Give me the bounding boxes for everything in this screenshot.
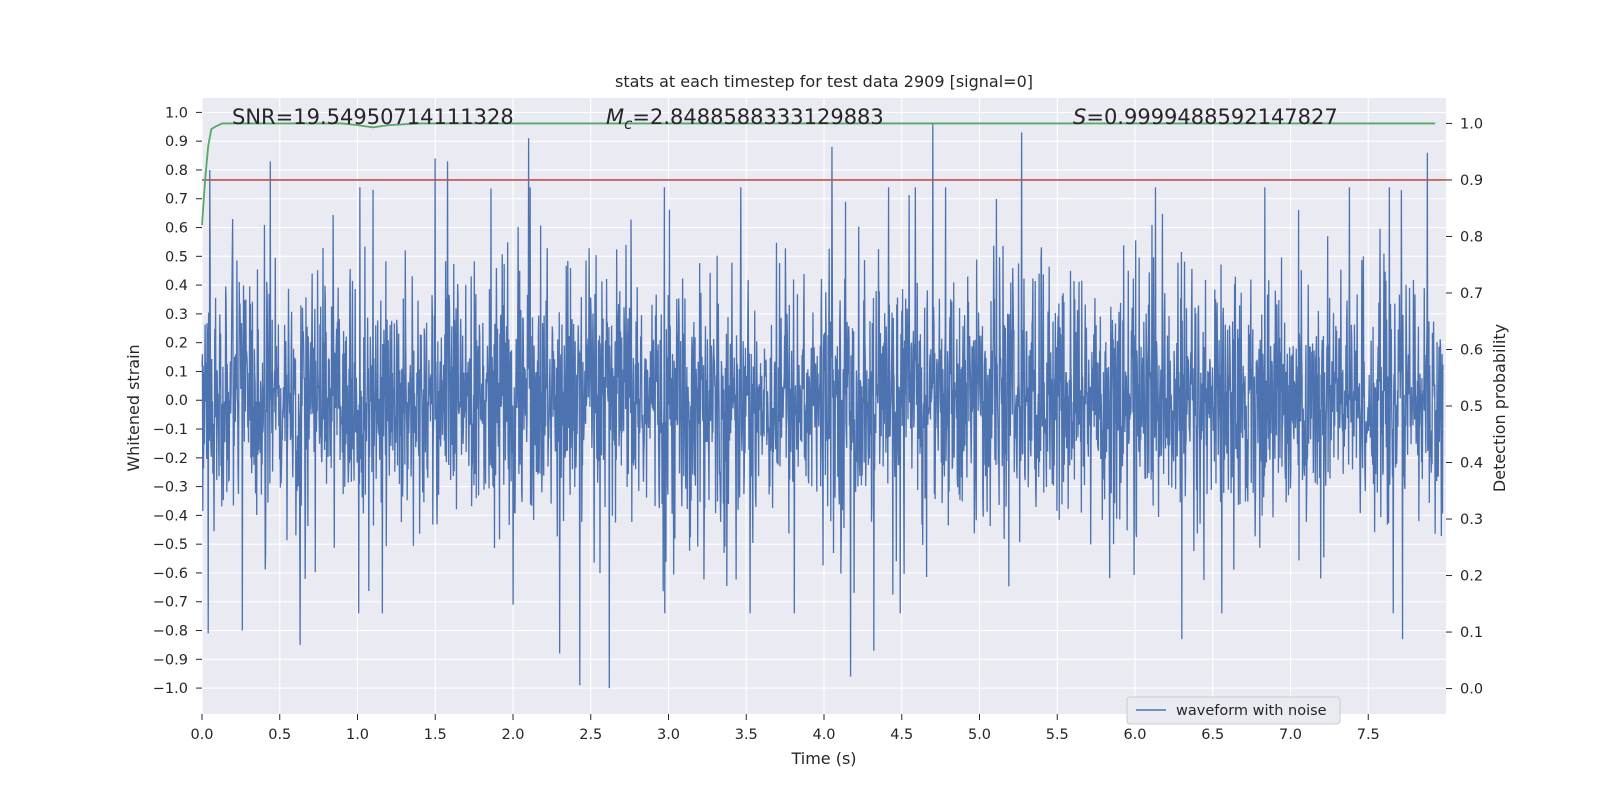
x-tick-label: 6.0 [1123, 727, 1146, 743]
y-left-tick-label: 0.9 [165, 134, 188, 150]
s-value: =0.9999488592147827 [1086, 105, 1337, 129]
y-left-axis-label: Whitened strain [124, 344, 143, 471]
y-left-tick-label: −0.6 [153, 566, 188, 582]
y-right-tick-label: 0.8 [1460, 229, 1483, 245]
y-right-tick-label: 0.1 [1460, 625, 1483, 641]
y-left-tick-label: −0.5 [153, 537, 188, 553]
mc-annotation: Mc=2.8488588333129883 [606, 105, 884, 133]
y-right-tick-label: 1.0 [1460, 116, 1483, 132]
y-right-tick-label: 0.6 [1460, 342, 1483, 358]
y-right-ticks: 1.0 0.9 0.8 0.7 0.6 0.5 0.4 0.3 0.2 0.1 0.0 [1446, 116, 1483, 698]
y-right-tick-label: 0.3 [1460, 512, 1483, 528]
y-right-tick-label: 0.5 [1460, 399, 1483, 415]
x-axis-ticks: 0.0 0.5 1.0 1.5 2.0 2.5 3.0 3.5 4.0 4.5 5.0 5.5 6.0 6… [190, 714, 1380, 743]
waveform-line [201, 123, 1444, 689]
y-right-axis-label: Detection probability [1490, 324, 1509, 492]
mc-value: =2.8488588333129883 [632, 105, 883, 129]
y-left-ticks: 1.0 0.9 0.8 0.7 0.6 0.5 0.4 0.3 0.2 0.1 0.0 −0.1 −0.… [153, 105, 202, 697]
y-right-tick-label: 0.4 [1460, 456, 1483, 472]
legend-box [1126, 696, 1341, 725]
y-left-tick-label: 0.7 [165, 192, 188, 208]
y-left-tick-label: 0.3 [165, 307, 188, 323]
y-left-tick-label: 0.1 [165, 364, 188, 380]
y-left-tick-label: 0.6 [165, 221, 188, 237]
y-left-tick-label: −0.8 [153, 624, 188, 640]
snr-annotation: SNR=19.54950714111328 [232, 105, 514, 129]
s-annotation: S=0.9999488592147827 [1073, 105, 1338, 129]
y-left-tick-label: 0.8 [165, 163, 188, 179]
x-tick-label: 3.5 [735, 727, 758, 743]
y-right-tick-label: 0.9 [1460, 173, 1483, 189]
x-tick-label: 3.0 [657, 727, 680, 743]
y-left-tick-label: −0.2 [153, 451, 188, 467]
x-tick-label: 7.5 [1357, 727, 1380, 743]
y-left-tick-label: −0.4 [153, 508, 188, 524]
x-tick-label: 2.5 [579, 727, 602, 743]
x-tick-label: 4.0 [812, 727, 835, 743]
x-tick-label: 7.0 [1279, 727, 1302, 743]
x-tick-label: 0.5 [268, 727, 291, 743]
overlay-lines [201, 122, 1446, 226]
s-symbol: S [1073, 105, 1086, 129]
y-left-tick-label: 0.4 [165, 278, 188, 294]
y-right-tick-label: 0.0 [1460, 682, 1483, 698]
y-left-tick-label: −0.1 [153, 422, 188, 438]
y-left-tick-label: −1.0 [153, 681, 188, 697]
mc-symbol: M [606, 105, 624, 129]
y-left-tick-label: −0.3 [153, 480, 188, 496]
chart-title: stats at each timestep for test data 290… [615, 72, 1033, 91]
x-axis-label: Time (s) [790, 749, 856, 768]
x-tick-label: 1.5 [424, 727, 447, 743]
x-tick-label: 6.5 [1201, 727, 1224, 743]
x-tick-label: 2.0 [501, 727, 524, 743]
x-tick-label: 4.5 [890, 727, 913, 743]
legend-label: waveform with noise [1176, 703, 1327, 719]
y-left-tick-label: 0.0 [165, 393, 188, 409]
x-tick-label: 5.0 [968, 727, 991, 743]
detection-probability-line [201, 122, 1436, 226]
x-tick-label: 5.5 [1046, 727, 1069, 743]
x-tick-label: 0.0 [190, 727, 213, 743]
y-left-tick-label: −0.9 [153, 652, 188, 668]
legend: waveform with noise [1126, 696, 1341, 725]
y-left-tick-label: −0.7 [153, 595, 188, 611]
y-right-tick-label: 0.2 [1460, 569, 1483, 585]
y-left-tick-label: 1.0 [165, 105, 188, 121]
x-tick-label: 1.0 [346, 727, 369, 743]
y-left-tick-label: 0.2 [165, 336, 188, 352]
y-right-tick-label: 0.7 [1460, 286, 1483, 302]
waveform-series [201, 123, 1444, 689]
mc-subscript: c [624, 115, 633, 133]
y-left-tick-label: 0.5 [165, 249, 188, 265]
